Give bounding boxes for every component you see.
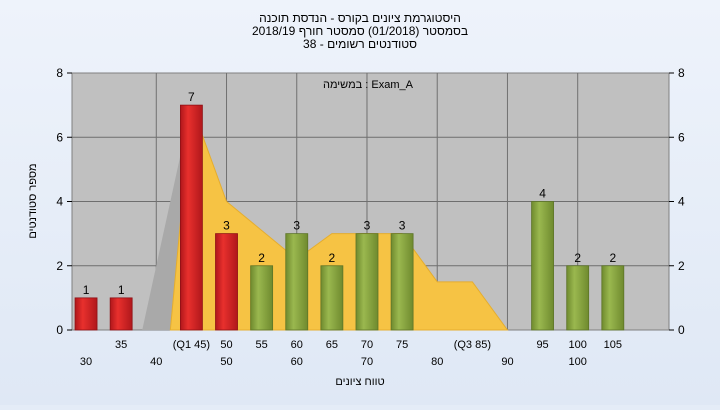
bars-group <box>74 104 625 331</box>
bar-35 <box>109 297 133 331</box>
bar-100 <box>566 265 590 331</box>
bar-50 <box>215 233 238 331</box>
x-label-upper: 35 <box>115 339 127 351</box>
y-tick-label-right: 4 <box>678 195 685 209</box>
x-label-upper: (Q1 45) <box>173 339 210 351</box>
bar-label-70: 3 <box>364 219 371 233</box>
bar-label-75: 3 <box>399 219 406 233</box>
chart-title: היסטוגרמת ציונים בקורס - הנדסת תוכנה בסמ… <box>252 11 468 51</box>
y-tick-label-right: 6 <box>678 130 685 144</box>
x-label-lower: 100 <box>569 356 587 368</box>
bar-label-35: 1 <box>118 283 125 297</box>
bar-label-60: 3 <box>293 219 300 233</box>
x-label-upper: 65 <box>326 339 338 351</box>
x-label-upper: 60 <box>291 339 303 351</box>
bar-label-45: 7 <box>188 90 195 104</box>
bar-label-65: 2 <box>329 251 336 265</box>
x-label-upper: (Q3 85) <box>454 339 491 351</box>
bar-95 <box>531 201 554 331</box>
x-label-lower: 80 <box>431 356 443 368</box>
x-axis-title: טווח ציונים <box>335 376 384 388</box>
y-tick-label-right: 2 <box>678 259 685 273</box>
x-label-upper: 105 <box>604 339 622 351</box>
bar-55 <box>250 265 274 331</box>
x-label-lower: 30 <box>80 356 92 368</box>
x-label-lower: 50 <box>220 356 232 368</box>
x-label-upper: 95 <box>536 339 548 351</box>
bar-label-95: 4 <box>539 187 546 201</box>
title-line-1: היסטוגרמת ציונים בקורס - הנדסת תוכנה <box>259 11 461 25</box>
y-tick-label-right: 0 <box>678 323 685 337</box>
x-label-upper: 70 <box>361 339 373 351</box>
x-label-lower: 60 <box>291 356 303 368</box>
bar-label-100: 2 <box>574 251 581 265</box>
bar-label-30: 1 <box>83 283 90 297</box>
bar-30 <box>74 297 98 331</box>
x-axis: 35 (Q1 45) 50 55 60 65 70 75 (Q3 85) 95 100 105 30 40… <box>80 339 622 368</box>
y-tick-label-right: 8 <box>678 66 685 80</box>
y-tick-label-left: 8 <box>56 66 63 80</box>
y-tick-label-left: 0 <box>56 323 63 337</box>
x-label-upper: 100 <box>569 339 587 351</box>
x-label-upper: 75 <box>396 339 408 351</box>
y-axis: 0 0 2 2 4 4 6 6 8 8 <box>56 66 685 337</box>
y-tick-label-left: 2 <box>56 259 63 273</box>
x-label-lower: 90 <box>501 356 513 368</box>
y-tick-label-left: 6 <box>56 130 63 144</box>
bar-70 <box>355 233 379 331</box>
title-line-2: בסמסטר (01/2018) סמסטר חורף 2018/19 <box>252 24 468 38</box>
x-label-lower: 70 <box>361 356 373 368</box>
bar-75 <box>390 233 414 331</box>
y-tick-label-left: 4 <box>56 195 63 209</box>
bar-105 <box>601 265 625 331</box>
bar-label-50: 3 <box>223 219 230 233</box>
bar-65 <box>320 265 344 331</box>
x-label-upper: 55 <box>256 339 268 351</box>
task-annotation: במשימה : Exam_A <box>323 79 414 91</box>
bar-60 <box>285 233 309 331</box>
bar-label-55: 2 <box>258 251 265 265</box>
x-label-lower: 40 <box>150 356 162 368</box>
bar-label-105: 2 <box>609 251 616 265</box>
x-label-upper: 50 <box>220 339 232 351</box>
y-axis-title: מספר סטודנטים <box>27 163 39 238</box>
bar-45 <box>179 104 203 331</box>
title-line-3: סטודנטים רשומים - 38 <box>303 37 417 51</box>
